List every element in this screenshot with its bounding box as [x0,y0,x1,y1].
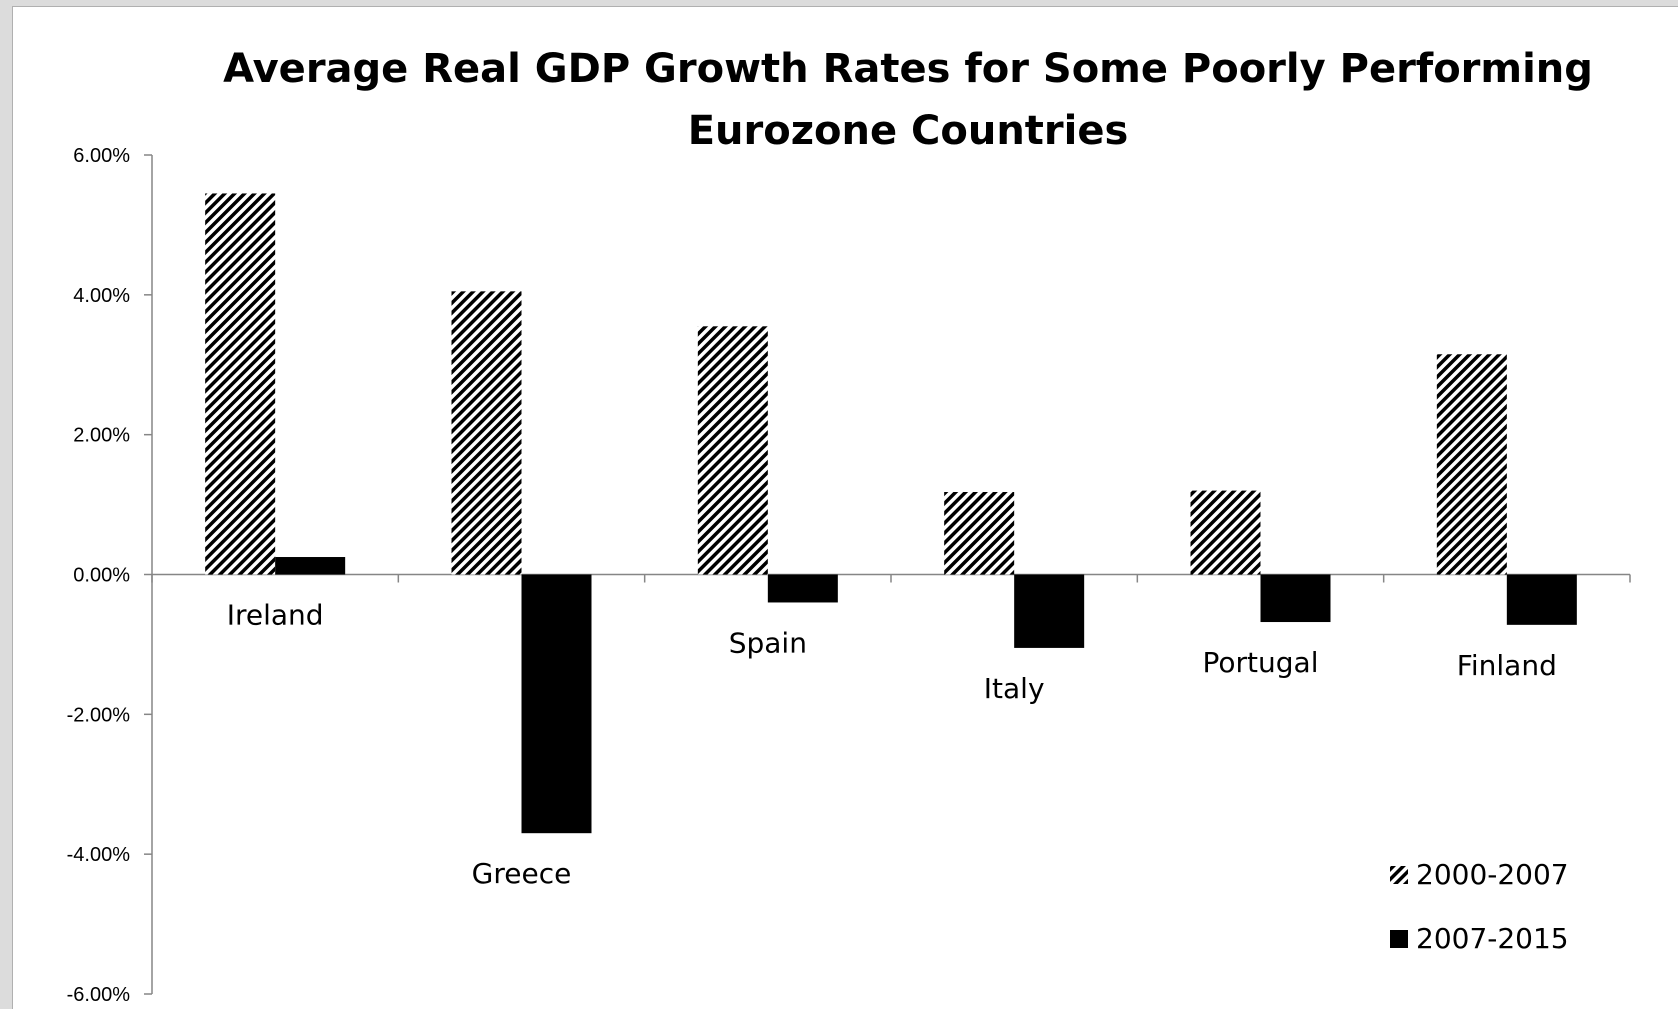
bar-italy-2000-2007 [944,491,1015,575]
category-label: Spain [729,626,807,659]
y-tick-label: 6.00% [73,145,130,167]
y-tick-label: -4.00% [67,844,131,866]
bar-spain-2000-2007 [697,326,768,575]
axes: 6.00% 4.00% 2.00% 0.00% -2.00% -4.00% -6.00% [67,145,1631,1006]
bars [205,193,1577,834]
category-label: Portugal [1203,646,1319,679]
bar-finland-2007-2015 [1506,574,1577,625]
bar-italy-2007-2015 [1014,574,1085,648]
bar-portugal-2000-2007 [1190,490,1261,575]
category-label: Ireland [227,599,324,632]
bar-ireland-2000-2007 [205,193,276,575]
bar-portugal-2007-2015 [1260,574,1331,623]
y-tick-label: -2.00% [67,704,131,726]
bar-greece-2007-2015 [521,574,592,834]
chart-area [12,6,1678,1009]
chart-title-line-2: Eurozone Countries [688,108,1129,154]
category-label: Italy [984,672,1045,705]
legend-label: 2000-2007 [1416,858,1569,891]
chart-title-line-1: Average Real GDP Growth Rates for Some P… [223,46,1593,92]
legend-label: 2007-2015 [1416,922,1569,955]
category-label: Finland [1457,649,1557,682]
legend: 2000-2007 2007-2015 [1390,858,1569,955]
chart-title: Average Real GDP Growth Rates for Some P… [223,46,1593,154]
category-label: Greece [472,857,572,890]
bar-finland-2000-2007 [1436,354,1507,575]
y-tick-label: -6.00% [67,984,131,1006]
bar-ireland-2007-2015 [275,557,346,575]
legend-swatch [1390,866,1408,884]
y-tick-label: 2.00% [73,425,130,447]
category-labels: Ireland Greece Spain Italy Portugal Finland [227,599,1557,891]
y-tick-label: 4.00% [73,285,130,307]
bar-greece-2000-2007 [451,291,522,575]
y-tick-label: 0.00% [73,565,130,587]
bar-spain-2007-2015 [767,574,838,603]
legend-swatch [1390,930,1408,948]
